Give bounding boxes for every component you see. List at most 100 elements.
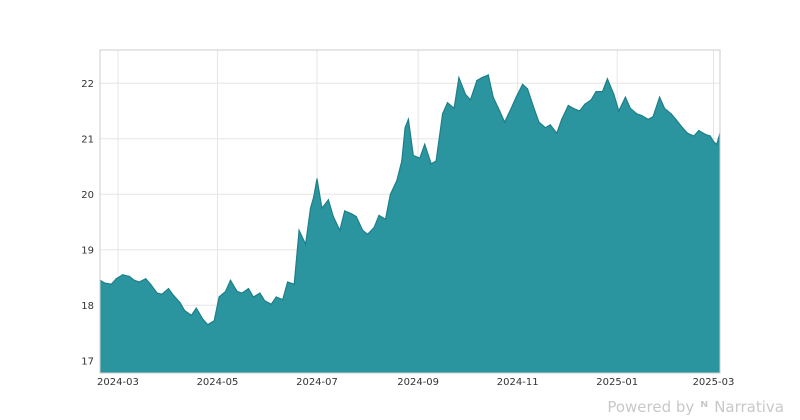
data-point: [499, 110, 501, 112]
data-point: [389, 193, 391, 195]
data-point: [184, 310, 186, 312]
x-tick-label: 2025-03: [693, 377, 735, 388]
data-point: [412, 154, 414, 156]
data-point: [225, 290, 227, 292]
data-point: [293, 283, 295, 285]
data-point: [526, 88, 529, 90]
x-tick-label: 2024-09: [397, 377, 439, 388]
data-point: [122, 274, 124, 276]
data-point: [327, 199, 329, 201]
data-point: [172, 294, 174, 296]
data-point: [419, 157, 421, 159]
data-point: [270, 303, 272, 305]
data-point: [675, 118, 677, 120]
data-point: [179, 301, 181, 304]
data-point: [641, 114, 643, 117]
data-point: [298, 229, 300, 231]
data-point: [590, 99, 592, 101]
data-point: [647, 118, 649, 120]
data-point: [704, 133, 706, 135]
data-point: [476, 79, 478, 82]
data-point: [247, 288, 250, 290]
data-point: [481, 77, 483, 79]
data-point: [202, 318, 204, 320]
data-point: [533, 107, 535, 109]
data-point: [309, 207, 312, 209]
data-point: [446, 102, 449, 104]
data-point: [115, 278, 117, 280]
data-point: [236, 290, 238, 292]
area-fill: [100, 75, 720, 373]
data-point: [613, 93, 615, 95]
data-point: [670, 113, 672, 115]
y-tick-label: 18: [81, 301, 94, 312]
data-point: [350, 213, 352, 215]
data-point: [549, 124, 551, 126]
data-point: [556, 132, 558, 134]
data-point: [282, 299, 284, 301]
data-point: [681, 127, 684, 129]
data-point: [544, 127, 547, 129]
data-point: [305, 243, 307, 245]
data-point: [161, 293, 163, 295]
narrativa-logo-icon: ᴺ: [700, 398, 709, 416]
data-point: [241, 292, 243, 294]
data-point: [213, 320, 215, 322]
y-tick-label: 21: [81, 134, 94, 145]
data-point: [313, 196, 315, 198]
data-point: [344, 210, 346, 212]
data-point: [145, 278, 147, 280]
series-line: [99, 74, 721, 326]
data-point: [572, 107, 574, 109]
plot-frame: [99, 49, 721, 374]
data-point: [332, 215, 334, 218]
data-point: [515, 96, 517, 98]
data-point: [339, 229, 341, 231]
data-point: [492, 96, 494, 98]
data-point: [229, 279, 232, 281]
data-point: [401, 160, 403, 162]
data-point: [469, 99, 471, 101]
data-point: [435, 160, 437, 162]
data-point: [156, 292, 158, 294]
data-point: [138, 281, 140, 283]
data-point: [264, 300, 266, 302]
data-point: [367, 233, 369, 235]
data-point: [567, 104, 569, 107]
data-point: [453, 107, 455, 109]
data-point: [629, 107, 631, 109]
data-point: [579, 110, 581, 112]
data-point: [510, 107, 512, 109]
data-point: [373, 227, 375, 229]
powered-by-text: Powered by: [607, 398, 695, 416]
data-point: [584, 103, 586, 105]
x-tick-label: 2024-07: [296, 377, 338, 388]
data-point: [362, 229, 364, 231]
data-point: [709, 135, 711, 137]
data-point: [404, 127, 406, 129]
data-point: [287, 281, 289, 283]
data-point: [522, 83, 524, 85]
data-point: [504, 121, 506, 123]
data-point: [259, 292, 261, 294]
data-point: [378, 214, 380, 216]
data-point: [252, 296, 254, 298]
data-point: [601, 91, 604, 93]
data-point: [487, 74, 489, 76]
data-point: [698, 129, 700, 132]
data-point: [218, 296, 220, 298]
area-series: [99, 74, 721, 373]
data-point: [207, 324, 209, 326]
data-point: [396, 179, 398, 181]
y-tick-label: 17: [81, 356, 94, 367]
x-tick-label: 2024-05: [197, 377, 239, 388]
data-point: [133, 279, 135, 281]
data-point: [716, 143, 718, 145]
y-tick-label: 20: [81, 190, 94, 201]
data-point: [384, 218, 387, 220]
data-point: [561, 118, 563, 120]
data-point: [110, 283, 112, 285]
data-point: [663, 107, 666, 109]
data-point: [624, 96, 627, 98]
